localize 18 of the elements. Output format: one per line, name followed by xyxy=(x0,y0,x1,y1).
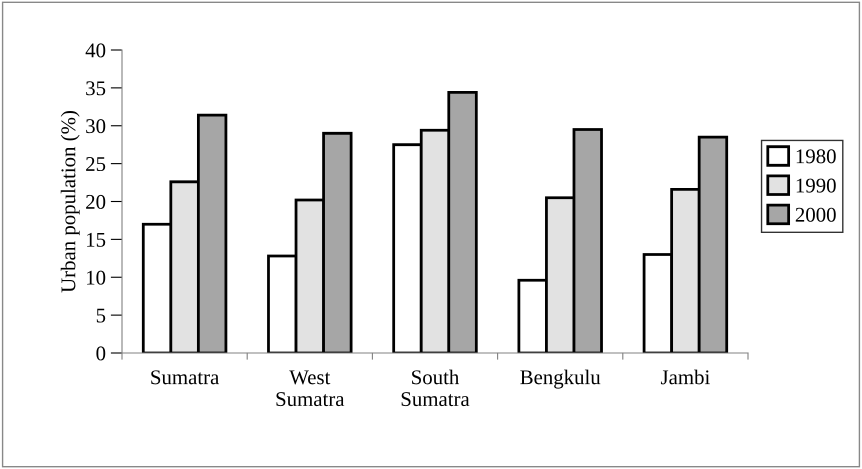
y-tick-label: 35 xyxy=(86,81,106,96)
x-tick-label: West Sumatra xyxy=(276,370,344,406)
x-tick-label: South Sumatra xyxy=(402,370,470,406)
y-axis-title: Urban population (%) xyxy=(60,111,80,292)
y-tick-label: 20 xyxy=(86,194,106,209)
y-tick-label: 30 xyxy=(86,119,106,134)
y-tick-label: 10 xyxy=(87,270,106,285)
y-tick-label: 25 xyxy=(86,157,106,172)
legend-label: 2000 xyxy=(796,208,836,222)
y-tick-label: 0 xyxy=(96,346,106,360)
legend-label: 1990 xyxy=(796,178,836,193)
y-tick-label: 5 xyxy=(96,308,106,323)
y-tick-label: 15 xyxy=(87,232,106,247)
legend-label: 1980 xyxy=(796,149,836,164)
x-tick-label: Jambi xyxy=(660,370,710,384)
x-tick-label: Sumatra xyxy=(151,370,220,384)
x-tick-label: Bengkulu xyxy=(520,370,600,389)
y-tick-label: 40 xyxy=(86,43,106,58)
